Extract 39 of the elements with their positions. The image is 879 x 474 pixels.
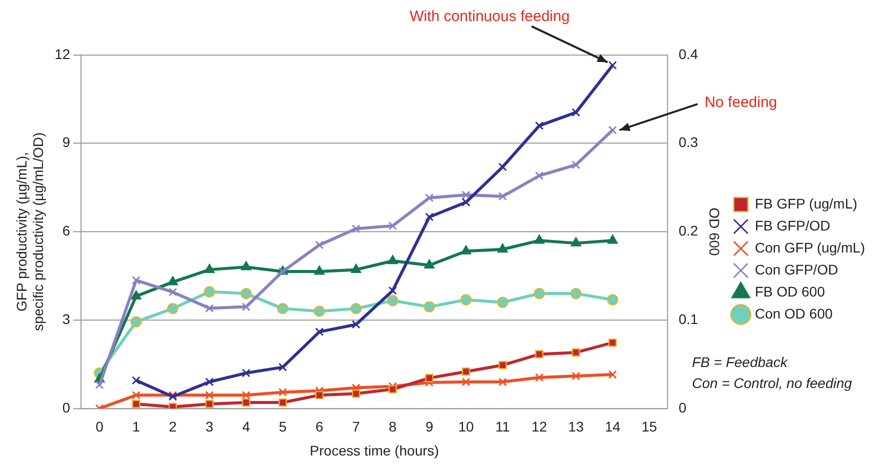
y-axis-title: GFP productivity (µg/mL), specific productivity (µg/mL/OD) (13, 132, 46, 332)
annotation: With continuous feeding (410, 8, 570, 26)
y-tick-label: 9 (62, 134, 70, 150)
x-tick-label: 5 (278, 418, 287, 435)
y2-tick-label: 0 (678, 399, 687, 416)
x-tick-label: 12 (532, 418, 548, 435)
x-tick-label: 8 (388, 418, 397, 435)
x-tick-label: 4 (242, 418, 250, 435)
legend-label: FB GFP (ug/mL) (754, 195, 858, 212)
legend-label: FB OD 600 (754, 283, 826, 300)
text: FB = Feedback (692, 353, 789, 372)
x-tick-label: 10 (458, 418, 474, 435)
x-tick-label: 2 (168, 418, 177, 435)
legend-label: Con GFP/OD (754, 261, 838, 278)
y2-axis-title: OD 600 (706, 208, 723, 256)
x-tick-label: 3 (206, 418, 214, 435)
x-tick-label: 7 (352, 418, 360, 435)
text: Con = Control, no feeding (692, 374, 852, 393)
y-tick-label: 3 (62, 310, 70, 327)
y-tick-label: 12 (54, 46, 70, 62)
x-tick-label: 0 (96, 418, 104, 435)
x-tick-label: 14 (604, 418, 621, 435)
y2-tick-label: 0.1 (678, 310, 698, 327)
y-tick-label: 6 (62, 222, 70, 239)
x-tick-label: 9 (425, 418, 434, 435)
y2-tick-label: 0.4 (678, 46, 698, 62)
x-axis-title: Process time (hours) (310, 442, 439, 458)
legend-label: Con OD 600 (754, 305, 833, 322)
y2-tick-label: 0.2 (678, 222, 698, 239)
x-tick-label: 13 (568, 418, 584, 435)
x-tick-label: 6 (316, 418, 324, 435)
y2-tick-label: 0.3 (678, 134, 698, 150)
x-tick-label: 15 (641, 418, 658, 435)
legend-label: FB GFP/OD (754, 217, 830, 234)
y-tick-label: 0 (62, 399, 70, 416)
legend-label: Con GFP (ug/mL) (754, 239, 866, 256)
x-tick-label: 1 (132, 418, 140, 435)
x-tick-label: 11 (495, 418, 510, 435)
annotation: No feeding (704, 94, 778, 112)
